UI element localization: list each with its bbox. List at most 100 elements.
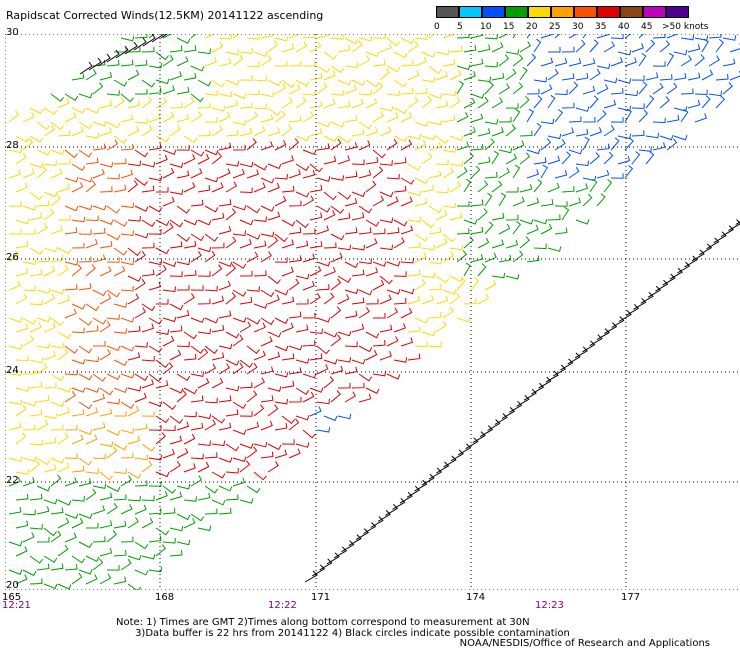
wind-barb <box>281 43 295 53</box>
wind-barb <box>92 254 106 263</box>
wind-barb <box>29 212 43 221</box>
wind-barb <box>708 55 720 67</box>
wind-barb <box>260 205 275 212</box>
wind-barb <box>113 46 127 53</box>
wind-barb <box>288 311 302 319</box>
wind-barb <box>155 264 167 277</box>
wind-barb <box>57 183 71 193</box>
wind-barb <box>365 267 379 277</box>
wind-barb <box>85 133 100 139</box>
wind-barb <box>64 424 78 431</box>
wind-barb <box>43 382 57 389</box>
wind-barb <box>470 277 480 291</box>
wind-barb <box>36 362 48 375</box>
wind-barb <box>85 387 100 393</box>
contaminated-wind-barb <box>88 57 102 71</box>
wind-barb <box>267 40 279 53</box>
wind-barb <box>113 96 125 109</box>
wind-barb <box>274 398 289 405</box>
wind-barb <box>617 49 632 56</box>
wind-barb <box>197 219 212 226</box>
wind-barb <box>225 129 239 137</box>
wind-barb <box>414 341 428 348</box>
wind-barb <box>99 266 112 277</box>
grid-lines <box>5 34 740 590</box>
wind-barb <box>596 63 611 70</box>
wind-barb <box>162 507 176 515</box>
wind-barb <box>148 345 163 353</box>
wind-barb <box>15 386 30 392</box>
wind-barb <box>71 496 85 502</box>
contaminated-wind-barb <box>326 552 340 565</box>
wind-barb <box>15 432 27 445</box>
wind-barb <box>43 265 56 277</box>
wind-barb <box>407 353 421 361</box>
figure-notes: Note: 1) Times are GMT 2)Times along bot… <box>116 617 570 639</box>
contaminated-wind-barb <box>333 546 348 559</box>
wind-barb <box>57 499 72 506</box>
wind-barb <box>225 181 238 193</box>
wind-barb <box>631 151 641 165</box>
wind-barb <box>533 179 543 193</box>
wind-barb <box>358 258 373 265</box>
wind-barb <box>50 424 64 431</box>
wind-barb <box>22 259 37 265</box>
wind-barb <box>99 573 112 585</box>
wind-barb <box>274 257 288 263</box>
wind-barb <box>638 146 652 152</box>
wind-barb <box>421 272 435 278</box>
wind-barb <box>316 176 331 182</box>
wind-barb <box>631 75 645 81</box>
wind-barb <box>246 233 261 240</box>
wind-barb <box>8 201 22 207</box>
wind-barb <box>303 61 316 67</box>
wind-barb <box>8 110 20 123</box>
wind-barb <box>113 550 127 557</box>
wind-barb <box>414 87 428 95</box>
wind-barb <box>57 407 70 417</box>
wind-barb <box>29 381 43 389</box>
wind-barb <box>57 98 70 109</box>
wind-barb <box>58 215 71 221</box>
contaminated-wind-barb <box>363 522 377 534</box>
contaminated-wind-barb <box>142 34 156 47</box>
wind-barb <box>477 156 491 165</box>
wind-barb <box>8 507 22 515</box>
wind-barb <box>533 38 542 53</box>
wind-barb <box>57 583 72 590</box>
wind-barb <box>8 147 23 154</box>
wind-barb <box>127 125 140 137</box>
wind-barb <box>204 117 218 123</box>
wind-barb <box>148 87 162 95</box>
wind-barb <box>568 81 579 95</box>
wind-barb <box>260 317 275 326</box>
wind-barb <box>92 422 106 431</box>
wind-barb <box>323 292 335 305</box>
wind-barb <box>309 387 324 393</box>
wind-barb <box>463 219 478 225</box>
wind-barb <box>372 195 385 207</box>
wind-barb <box>155 527 170 536</box>
wind-barb <box>435 275 450 284</box>
wind-barb <box>666 82 678 95</box>
wind-barb <box>547 246 562 252</box>
wind-barb <box>281 415 295 424</box>
wind-barb <box>302 372 317 379</box>
wind-barb <box>295 387 310 395</box>
wind-barb <box>442 34 456 39</box>
wind-barb <box>113 79 128 87</box>
wind-barb <box>218 457 233 463</box>
wind-barb <box>617 133 632 140</box>
contaminated-wind-barb <box>465 437 479 450</box>
wind-barb <box>176 86 190 95</box>
wind-barb <box>43 208 55 221</box>
wind-barb <box>561 102 575 109</box>
wind-barb <box>148 281 162 291</box>
wind-barb <box>225 264 237 277</box>
contaminated-wind-barb <box>355 528 370 541</box>
wind-barb <box>177 285 190 291</box>
wind-barb <box>29 247 44 255</box>
wind-barb <box>533 122 542 137</box>
wind-barb <box>344 142 358 151</box>
wind-barb <box>190 475 202 487</box>
